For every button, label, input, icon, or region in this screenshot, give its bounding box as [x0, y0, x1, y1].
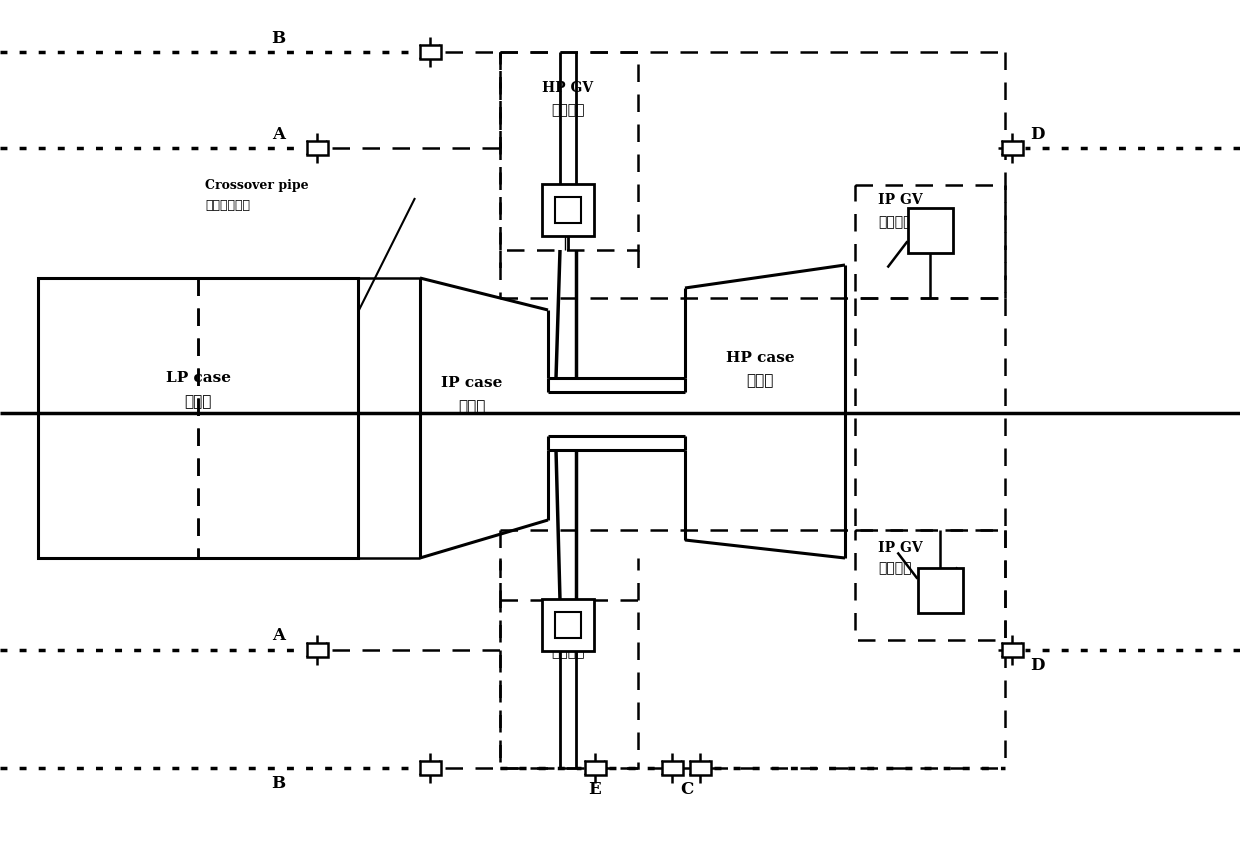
Text: HP GV: HP GV [542, 623, 594, 637]
Bar [689, 761, 711, 775]
Bar [918, 567, 962, 613]
Text: IP case: IP case [441, 376, 502, 390]
Bar [1002, 141, 1023, 155]
Text: C: C [681, 781, 693, 798]
Text: A: A [272, 627, 285, 645]
Bar [661, 761, 682, 775]
Text: Crossover pipe: Crossover pipe [205, 179, 309, 191]
Bar [542, 599, 594, 651]
Text: A: A [272, 126, 285, 142]
Bar [584, 761, 605, 775]
Bar [500, 52, 639, 250]
Text: 中低压连通管: 中低压连通管 [205, 198, 250, 212]
Text: 中压调门: 中压调门 [878, 215, 911, 229]
Bar [306, 643, 327, 657]
Bar [908, 207, 952, 253]
Bar [306, 141, 327, 155]
Bar [419, 45, 440, 59]
Text: B: B [270, 776, 285, 792]
Bar [856, 185, 1004, 298]
Text: D: D [1030, 126, 1044, 142]
Text: 中压调门: 中压调门 [878, 561, 911, 575]
Text: HP case: HP case [725, 351, 795, 365]
Text: D: D [1030, 658, 1044, 674]
Text: B: B [270, 30, 285, 46]
Text: 高压调门: 高压调门 [552, 103, 585, 117]
Bar [419, 761, 440, 775]
Text: IP GV: IP GV [878, 193, 923, 207]
Bar [542, 184, 594, 236]
Bar [556, 197, 582, 223]
Bar [38, 278, 358, 558]
Text: 低压缸: 低压缸 [185, 395, 212, 409]
Text: 高压调门: 高压调门 [552, 645, 585, 659]
Bar [1002, 643, 1023, 657]
Bar [856, 530, 1004, 640]
Text: E: E [589, 781, 601, 798]
Bar [556, 612, 582, 638]
Text: HP GV: HP GV [542, 81, 594, 95]
Bar [500, 600, 639, 768]
Text: 高压缸: 高压缸 [746, 374, 774, 388]
Text: LP case: LP case [165, 371, 231, 385]
Text: 中压缸: 中压缸 [459, 400, 486, 414]
Text: IP GV: IP GV [878, 541, 923, 555]
